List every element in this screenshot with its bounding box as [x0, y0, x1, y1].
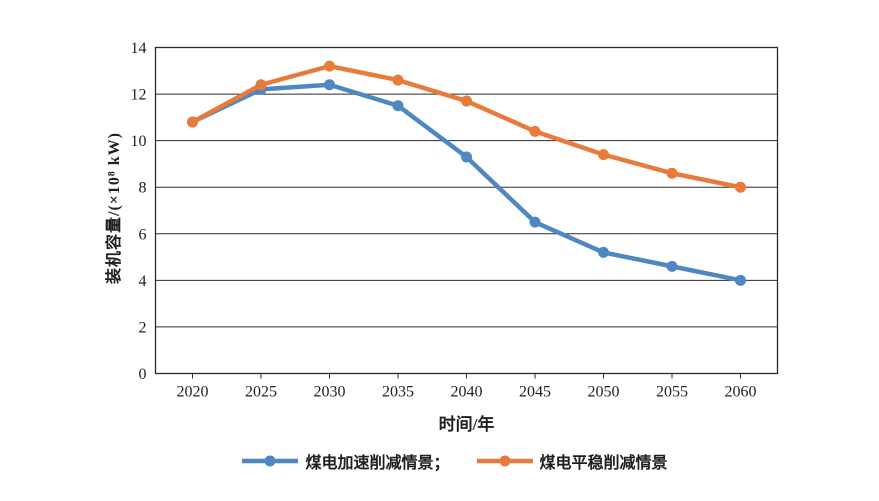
series-point-0: [735, 274, 746, 286]
x-axis-title: 时间/年: [438, 415, 495, 434]
y-tick-label: 2: [139, 319, 147, 336]
x-tick-label: 2050: [588, 384, 620, 401]
x-tick-label: 2045: [519, 384, 551, 401]
x-tick-label: 2020: [177, 384, 209, 401]
legend-item-steady: 煤电平稳削减情景: [476, 449, 668, 473]
x-tick-label: 2040: [451, 384, 483, 401]
series-point-0: [392, 100, 404, 112]
legend-marker-steady-icon: [476, 455, 533, 467]
y-axis-title: 装机容量/(×10⁸ kW): [106, 132, 123, 284]
series-line-0: [190, 82, 743, 283]
legend-marker-accelerated-icon: [242, 455, 299, 467]
series-point-1: [598, 149, 609, 161]
x-tick-label: 2035: [382, 384, 414, 401]
x-tick-label: 2060: [725, 384, 757, 401]
y-tick-label: 14: [131, 40, 147, 57]
x-tick-label: 2025: [245, 384, 277, 401]
series-point-1: [529, 125, 541, 137]
series-point-1: [324, 60, 335, 72]
series-point-1: [392, 74, 404, 86]
series-point-1: [666, 167, 678, 179]
y-tick-label: 0: [139, 366, 147, 383]
legend-item-accelerated: 煤电加速削减情景；: [241, 449, 450, 473]
series-point-0: [666, 260, 678, 272]
series-point-1: [255, 79, 267, 91]
legend: 煤电加速削减情景； 煤电平稳削减情景: [30, 449, 879, 473]
legend-label-accelerated: 煤电加速削减情景；: [305, 455, 450, 472]
series-point-0: [598, 246, 609, 258]
series-point-0: [529, 216, 541, 228]
legend-label-steady: 煤电平稳削减情景: [539, 455, 668, 472]
x-tick-label: 2055: [656, 384, 688, 401]
series-point-0: [461, 151, 472, 163]
series-point-0: [324, 79, 335, 91]
y-tick-label: 6: [139, 226, 147, 243]
y-tick-label: 8: [139, 180, 147, 197]
y-tick-label: 10: [131, 133, 147, 150]
y-tick-label: 4: [139, 273, 147, 290]
series-point-1: [187, 116, 198, 128]
series-point-1: [735, 181, 746, 193]
series-line-1: [190, 63, 743, 190]
y-tick-label: 12: [131, 87, 147, 104]
series-point-1: [461, 95, 472, 107]
x-tick-label: 2030: [314, 384, 346, 401]
